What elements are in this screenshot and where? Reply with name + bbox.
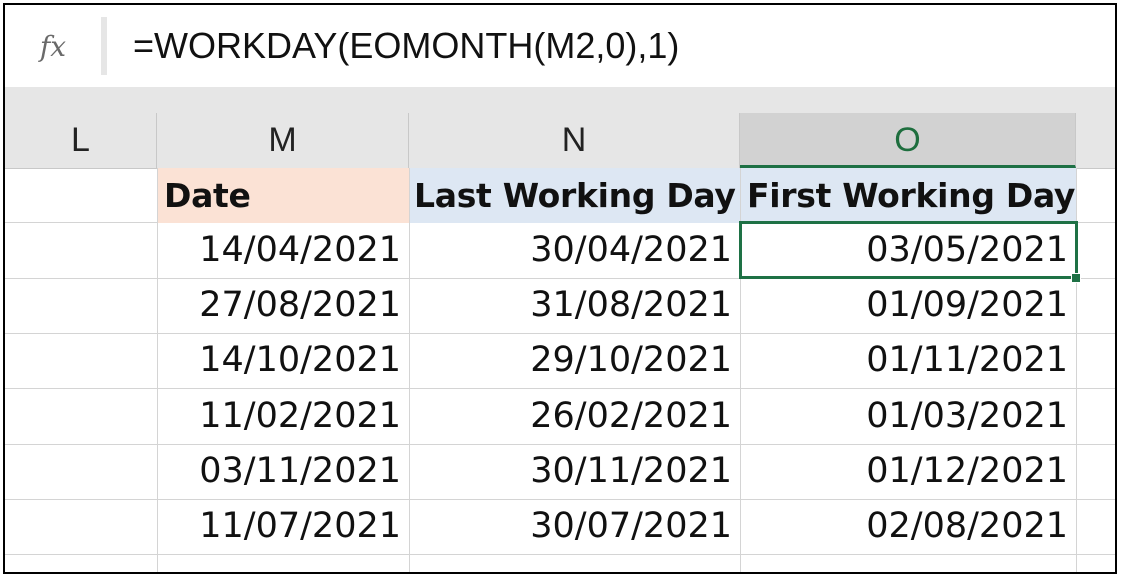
cell-n4[interactable]: 29/10/2021 — [530, 340, 732, 380]
cell-n5[interactable]: 26/02/2021 — [530, 396, 732, 436]
cell-m3[interactable]: 27/08/2021 — [199, 285, 401, 325]
column-header-n[interactable]: N — [409, 113, 740, 168]
cell-m2[interactable]: 14/04/2021 — [199, 230, 401, 270]
spreadsheet-window: fx =WORKDAY(EOMONTH(M2,0),1) L M N O Dat… — [3, 3, 1117, 574]
header-strip — [5, 87, 1115, 115]
column-header-m[interactable]: M — [157, 113, 409, 168]
column-header-o[interactable]: O — [740, 113, 1076, 168]
cell-o2[interactable]: 03/05/2021 — [866, 230, 1068, 270]
cell-n6[interactable]: 30/11/2021 — [530, 451, 732, 491]
cell-n1[interactable]: Last Working Day — [410, 168, 740, 223]
column-header-l[interactable]: L — [5, 113, 157, 168]
gridline — [5, 444, 1115, 445]
cell-grid: Date Last Working Day First Working Day … — [5, 168, 1115, 572]
cell-n3[interactable]: 31/08/2021 — [530, 285, 732, 325]
cell-o6[interactable]: 01/12/2021 — [866, 451, 1068, 491]
fill-handle[interactable] — [1071, 273, 1081, 283]
cell-m7[interactable]: 11/07/2021 — [199, 506, 401, 546]
cell-m6[interactable]: 03/11/2021 — [199, 451, 401, 491]
formula-bar: fx =WORKDAY(EOMONTH(M2,0),1) — [5, 5, 1115, 88]
cell-m4[interactable]: 14/10/2021 — [199, 340, 401, 380]
gridline — [740, 168, 741, 572]
formula-bar-separator — [101, 17, 107, 75]
cell-o3[interactable]: 01/09/2021 — [866, 285, 1068, 325]
cell-o1[interactable]: First Working Day — [741, 168, 1076, 223]
insert-function-icon[interactable]: fx — [5, 5, 101, 87]
gridline — [409, 168, 410, 572]
gridline — [5, 554, 1115, 555]
cell-n2[interactable]: 30/04/2021 — [530, 230, 732, 270]
cell-o4[interactable]: 01/11/2021 — [866, 340, 1068, 380]
gridline — [5, 333, 1115, 334]
gridline — [5, 388, 1115, 389]
cell-o5[interactable]: 01/03/2021 — [866, 396, 1068, 436]
gridline — [157, 168, 158, 572]
cell-o7[interactable]: 02/08/2021 — [866, 506, 1068, 546]
cell-m5[interactable]: 11/02/2021 — [199, 396, 401, 436]
cell-n7[interactable]: 30/07/2021 — [530, 506, 732, 546]
gridline — [5, 499, 1115, 500]
cell-m1[interactable]: Date — [158, 168, 409, 223]
column-headers: L M N O — [5, 113, 1115, 169]
gridline — [5, 278, 1115, 279]
gridline — [1076, 168, 1077, 572]
formula-input[interactable]: =WORKDAY(EOMONTH(M2,0),1) — [133, 25, 680, 66]
